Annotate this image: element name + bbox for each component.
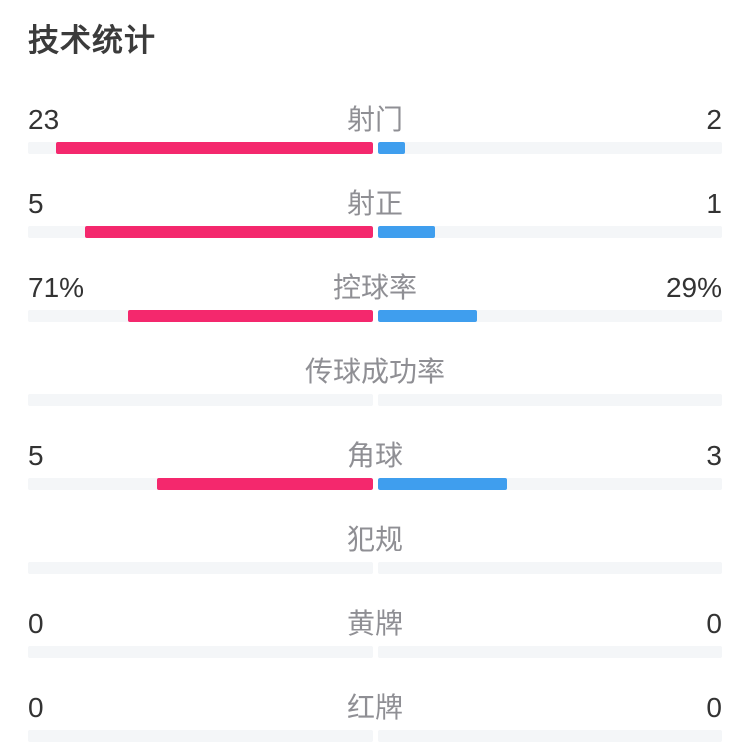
stat-row: 犯规 [28,524,722,608]
stat-row: 0 黄牌 0 [28,608,722,692]
away-bar-fill [377,478,507,490]
away-value: 2 [706,104,722,135]
stat-bar [28,478,722,490]
away-value: 1 [706,188,722,219]
home-bar-track [28,478,373,490]
home-bar-track [28,394,373,406]
away-bar-track [377,394,722,406]
away-bar-fill [377,226,435,238]
stat-label: 控球率 [332,272,417,303]
home-bar-fill [127,310,373,322]
away-value: 3 [706,440,722,471]
away-bar-track [377,310,722,322]
stat-label: 犯规 [346,524,403,555]
stat-label: 传球成功率 [304,356,445,387]
home-bar-track [28,310,373,322]
home-bar-fill [157,478,373,490]
away-bar-fill [377,310,478,322]
home-bar-fill [85,226,373,238]
stat-label: 射门 [346,104,403,135]
home-value: 5 [28,188,44,219]
stat-bar [28,394,722,406]
stat-row-header: 0 红牌 0 [28,692,722,724]
away-value: 0 [706,608,722,639]
stat-row: 0 红牌 0 [28,692,722,752]
away-bar-fill [377,142,406,154]
home-bar-track [28,646,373,658]
stat-row-header: 0 黄牌 0 [28,608,722,640]
stat-row-header: 传球成功率 [28,356,722,388]
home-bar-track [28,226,373,238]
home-bar-fill [55,142,373,154]
stat-bar [28,310,722,322]
stat-row: 5 角球 3 [28,440,722,524]
home-value: 71% [28,272,85,303]
stat-row: 71% 控球率 29% [28,272,722,356]
page-title: 技术统计 [28,23,156,58]
home-value: 0 [28,692,44,723]
home-bar-track [28,142,373,154]
stat-row-header: 23 射门 2 [28,104,722,136]
home-bar-track [28,730,373,742]
stat-row-header: 犯规 [28,524,722,556]
away-bar-track [377,142,722,154]
home-value: 23 [28,104,60,135]
stat-bar [28,646,722,658]
stat-label: 射正 [346,188,403,219]
away-bar-track [377,646,722,658]
stat-row-header: 5 角球 3 [28,440,722,472]
stat-row: 5 射正 1 [28,188,722,272]
stat-label: 红牌 [346,692,403,723]
home-bar-track [28,562,373,574]
home-value: 0 [28,608,44,639]
stat-label: 黄牌 [346,608,403,639]
away-value: 0 [706,692,722,723]
away-value: 29% [665,272,722,303]
stat-row-header: 5 射正 1 [28,188,722,220]
away-bar-track [377,226,722,238]
stat-bar [28,562,722,574]
away-bar-track [377,730,722,742]
home-value: 5 [28,440,44,471]
stat-row: 传球成功率 [28,356,722,440]
stat-row: 23 射门 2 [28,104,722,188]
stats-list: 23 射门 2 5 射正 1 71% [28,104,722,752]
stat-row-header: 71% 控球率 29% [28,272,722,304]
away-bar-track [377,562,722,574]
stat-bar [28,730,722,742]
away-bar-track [377,478,722,490]
stat-bar [28,142,722,154]
stat-bar [28,226,722,238]
stat-label: 角球 [346,440,403,471]
